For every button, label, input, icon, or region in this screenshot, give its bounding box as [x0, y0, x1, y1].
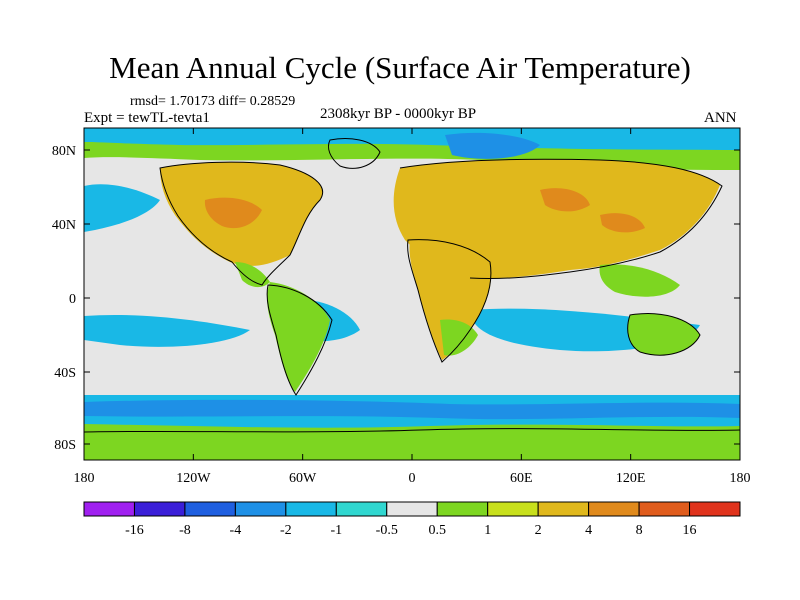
- lat-label-0: 0: [69, 292, 76, 307]
- southern-africa-mild: [440, 319, 478, 356]
- coast-north-america: [159, 161, 323, 286]
- colorbar-swatch: [133, 501, 186, 517]
- map-field: [84, 128, 740, 460]
- lat-label-40N: 40N: [52, 218, 76, 233]
- season-label: ANN: [704, 110, 737, 126]
- colorbar-label: -16: [125, 523, 144, 538]
- lon-label-0: 0: [409, 471, 416, 486]
- south-pacific-cool: [84, 314, 250, 347]
- colorbar-swatch: [638, 501, 691, 517]
- se-asia-mild: [599, 264, 680, 297]
- central-america-mild: [235, 262, 270, 288]
- latitude-axis: 80N 40N 0 40S 80S: [52, 144, 740, 453]
- stats-label: rmsd= 1.70173 diff= 0.28529: [130, 94, 296, 109]
- antarctic-coast-band: [84, 424, 740, 460]
- colorbar-swatch: [537, 501, 590, 517]
- colorbar-swatch: [83, 501, 135, 517]
- colorbar: -16 -8 -4 -2 -1 -0.5 0.5 1 2 4 8 16: [83, 501, 741, 538]
- lat-label-80N: 80N: [52, 144, 76, 159]
- colorbar-swatch: [386, 501, 438, 517]
- colorbar-label: -1: [330, 523, 342, 538]
- lon-label-60W: 60W: [289, 471, 317, 486]
- experiment-label: Expt = tewTL-tevta1: [84, 110, 210, 126]
- colorbar-label: 2: [535, 523, 542, 538]
- colorbar-label: -8: [179, 523, 191, 538]
- colorbar-swatch: [487, 501, 539, 517]
- colorbar-swatch: [689, 501, 741, 517]
- lon-label-180: 180: [74, 471, 95, 486]
- colorbar-label: 8: [636, 523, 643, 538]
- colorbar-swatch: [285, 501, 337, 517]
- coastlines: [84, 138, 740, 433]
- colorbar-label: -4: [230, 523, 242, 538]
- barents-cold: [445, 132, 540, 159]
- eurasia-warm: [393, 159, 720, 279]
- colorbar-swatch: [335, 501, 388, 517]
- colorbar-swatch: [436, 501, 489, 517]
- north-america-hot: [204, 197, 262, 229]
- lon-label-60E: 60E: [510, 471, 533, 486]
- colorbar-label: -2: [280, 523, 292, 538]
- coast-greenland: [327, 138, 381, 169]
- lon-label-120E: 120E: [616, 471, 646, 486]
- arctic-cool: [84, 128, 740, 150]
- southern-ocean-cold-band: [84, 399, 740, 420]
- colorbar-label: 4: [585, 523, 592, 538]
- period-label: 2308kyr BP - 0000kyr BP: [320, 106, 477, 122]
- coast-south-america: [266, 284, 333, 396]
- coast-eurasia: [399, 158, 723, 280]
- colorbar-label: 1: [484, 523, 491, 538]
- colorbar-label: -0.5: [376, 523, 398, 538]
- coast-antarctica: [84, 428, 740, 433]
- lat-label-80S: 80S: [54, 438, 76, 453]
- colorbar-swatch: [588, 501, 640, 517]
- lat-label-40S: 40S: [54, 366, 76, 381]
- longitude-axis: 180 120W 60W 0 60E 120E 180: [74, 128, 751, 486]
- colorbar-swatch: [234, 501, 287, 517]
- north-pacific-cool: [84, 184, 160, 232]
- eurasia-hot-patches: [540, 188, 645, 233]
- lon-label-180: 180: [730, 471, 751, 486]
- coast-africa: [407, 239, 492, 363]
- plot-title: Mean Annual Cycle (Surface Air Temperatu…: [109, 50, 691, 85]
- coast-australia: [627, 313, 701, 356]
- colorbar-label: 16: [683, 523, 697, 538]
- lon-label-120W: 120W: [176, 471, 211, 486]
- australia-mild: [627, 313, 700, 356]
- colorbar-label: 0.5: [428, 523, 446, 538]
- colorbar-swatch: [184, 501, 236, 517]
